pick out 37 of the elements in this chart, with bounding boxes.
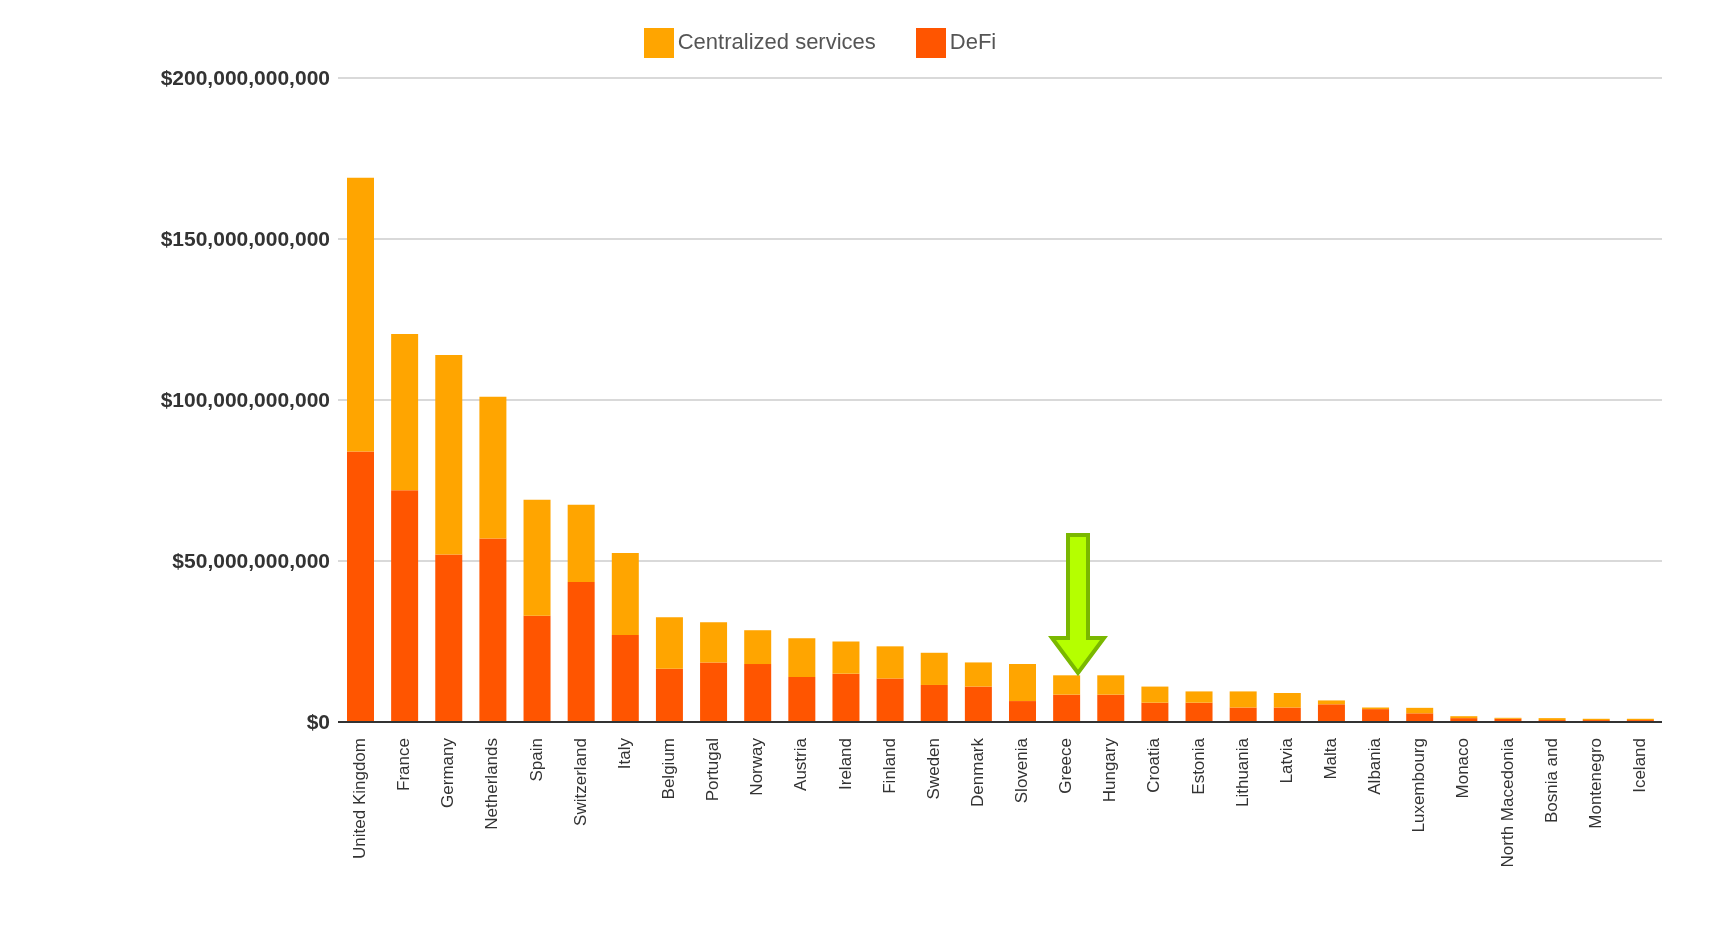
x-tick-label: Belgium <box>659 738 678 800</box>
y-tick-label: $50,000,000,000 <box>172 549 330 573</box>
x-tick-label: Norway <box>747 737 767 796</box>
x-tick-label: Germany <box>438 737 458 808</box>
x-tick-label: Montenegro <box>1585 738 1605 829</box>
legend-label: DeFi <box>949 28 997 54</box>
x-tick-label: Finland <box>879 738 899 794</box>
x-tick-label: Slovenia <box>1012 737 1032 804</box>
y-tick-label: $0 <box>306 710 330 734</box>
x-tick-label: Bosnia and <box>1541 738 1561 824</box>
x-tick-label: United Kingdom <box>350 738 370 859</box>
x-tick-label: Malta <box>1321 737 1340 780</box>
x-tick-label: Denmark <box>967 737 987 807</box>
x-tick-label: Switzerland <box>570 738 590 826</box>
x-tick-label: Albania <box>1365 737 1385 795</box>
x-tick-label: Italy <box>614 737 634 770</box>
x-tick-label: Ireland <box>835 738 855 790</box>
x-tick-label: North Macedonia <box>1497 737 1517 868</box>
x-tick-label: Croatia <box>1144 737 1164 793</box>
x-tick-label: Austria <box>791 737 811 791</box>
x-tick-label: Portugal <box>703 738 723 802</box>
x-tick-label: Iceland <box>1629 738 1649 793</box>
x-tick-label: Monaco <box>1453 738 1473 799</box>
x-tick-label: Netherlands <box>482 738 502 830</box>
x-tick-label: Greece <box>1056 738 1076 794</box>
x-tick-label: Luxembourg <box>1409 738 1429 833</box>
x-tick-label: France <box>394 738 414 791</box>
x-tick-label: Latvia <box>1276 737 1296 784</box>
y-tick-label: $150,000,000,000 <box>160 227 330 251</box>
x-tick-label: Sweden <box>923 738 943 800</box>
legend-label: Centralized services <box>677 28 876 54</box>
x-tick-label: Hungary <box>1100 737 1120 803</box>
x-tick-label: Spain <box>526 738 546 782</box>
y-tick-label: $100,000,000,000 <box>160 388 330 412</box>
x-tick-label: Lithuania <box>1232 737 1252 808</box>
y-tick-label: $200,000,000,000 <box>160 66 330 90</box>
x-tick-label: Estonia <box>1188 737 1208 795</box>
